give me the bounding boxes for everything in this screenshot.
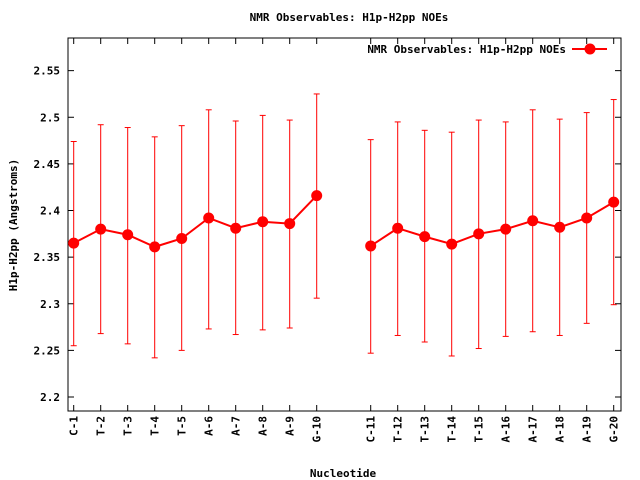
y-tick-label: 2.3 [40, 298, 60, 311]
data-point [419, 231, 431, 243]
x-tick-label: T-4 [149, 416, 162, 436]
y-tick-label: 2.4 [40, 205, 60, 218]
x-tick-label: G-20 [608, 416, 621, 443]
data-point [500, 223, 512, 235]
y-tick-label: 2.45 [34, 158, 61, 171]
x-tick-label: T-2 [95, 416, 108, 436]
data-point [473, 228, 485, 240]
series-line [370, 201, 615, 247]
x-tick-label: T-15 [473, 416, 486, 443]
data-point [581, 212, 593, 224]
data-point [554, 221, 566, 233]
data-point [230, 222, 242, 234]
x-tick-label: A-18 [554, 416, 567, 443]
data-point [608, 196, 620, 208]
y-tick-label: 2.35 [34, 251, 61, 264]
x-tick-label: T-12 [392, 416, 405, 443]
x-tick-label: T-13 [419, 416, 432, 443]
plot-area: 2.2 2.25 2.3 2.35 2.4 2.45 2.5 2.55 C-1 T-2 T-3 T-4… [34, 37, 622, 443]
x-tick-label: C-1 [68, 416, 81, 436]
x-tick-label: C-11 [365, 416, 378, 443]
data-point [95, 223, 107, 235]
y-tick-label: 2.25 [34, 344, 61, 357]
x-tick-label: T-14 [446, 416, 459, 443]
y-tick-label: 2.2 [40, 391, 60, 404]
data-point [527, 215, 539, 227]
plot-frame [67, 37, 622, 412]
x-tick-label: A-16 [500, 416, 513, 443]
chart-title: NMR Observables: H1p-H2pp NOEs [250, 11, 449, 24]
x-tick-label: A-17 [527, 416, 540, 443]
series-line [73, 194, 318, 248]
data-point [365, 240, 377, 252]
data-point [257, 216, 269, 228]
x-tick-label: A-19 [581, 416, 594, 443]
y-tick-label: 2.5 [40, 111, 60, 124]
legend-label: NMR Observables: H1p-H2pp NOEs [367, 43, 566, 56]
legend-marker [584, 43, 596, 55]
data-point [446, 238, 458, 250]
data-point [68, 237, 80, 249]
y-tick-label: 2.55 [34, 65, 61, 78]
data-point [284, 218, 296, 230]
x-tick-label: T-3 [122, 416, 135, 436]
data-point [176, 232, 188, 244]
x-tick-label: A-8 [257, 416, 270, 436]
data-point [203, 212, 215, 224]
x-tick-label: A-6 [203, 416, 216, 436]
x-axis-label: Nucleotide [310, 467, 377, 480]
x-tick-label: A-9 [284, 416, 297, 436]
x-tick-label: A-7 [230, 416, 243, 436]
y-axis-label: H1p-H2pp (Angstroms) [7, 159, 20, 291]
data-point [311, 190, 323, 202]
data-point [149, 241, 161, 253]
x-tick-label: T-5 [176, 416, 189, 436]
data-point [392, 222, 404, 234]
data-point [122, 229, 134, 241]
x-tick-label: G-10 [311, 416, 324, 443]
